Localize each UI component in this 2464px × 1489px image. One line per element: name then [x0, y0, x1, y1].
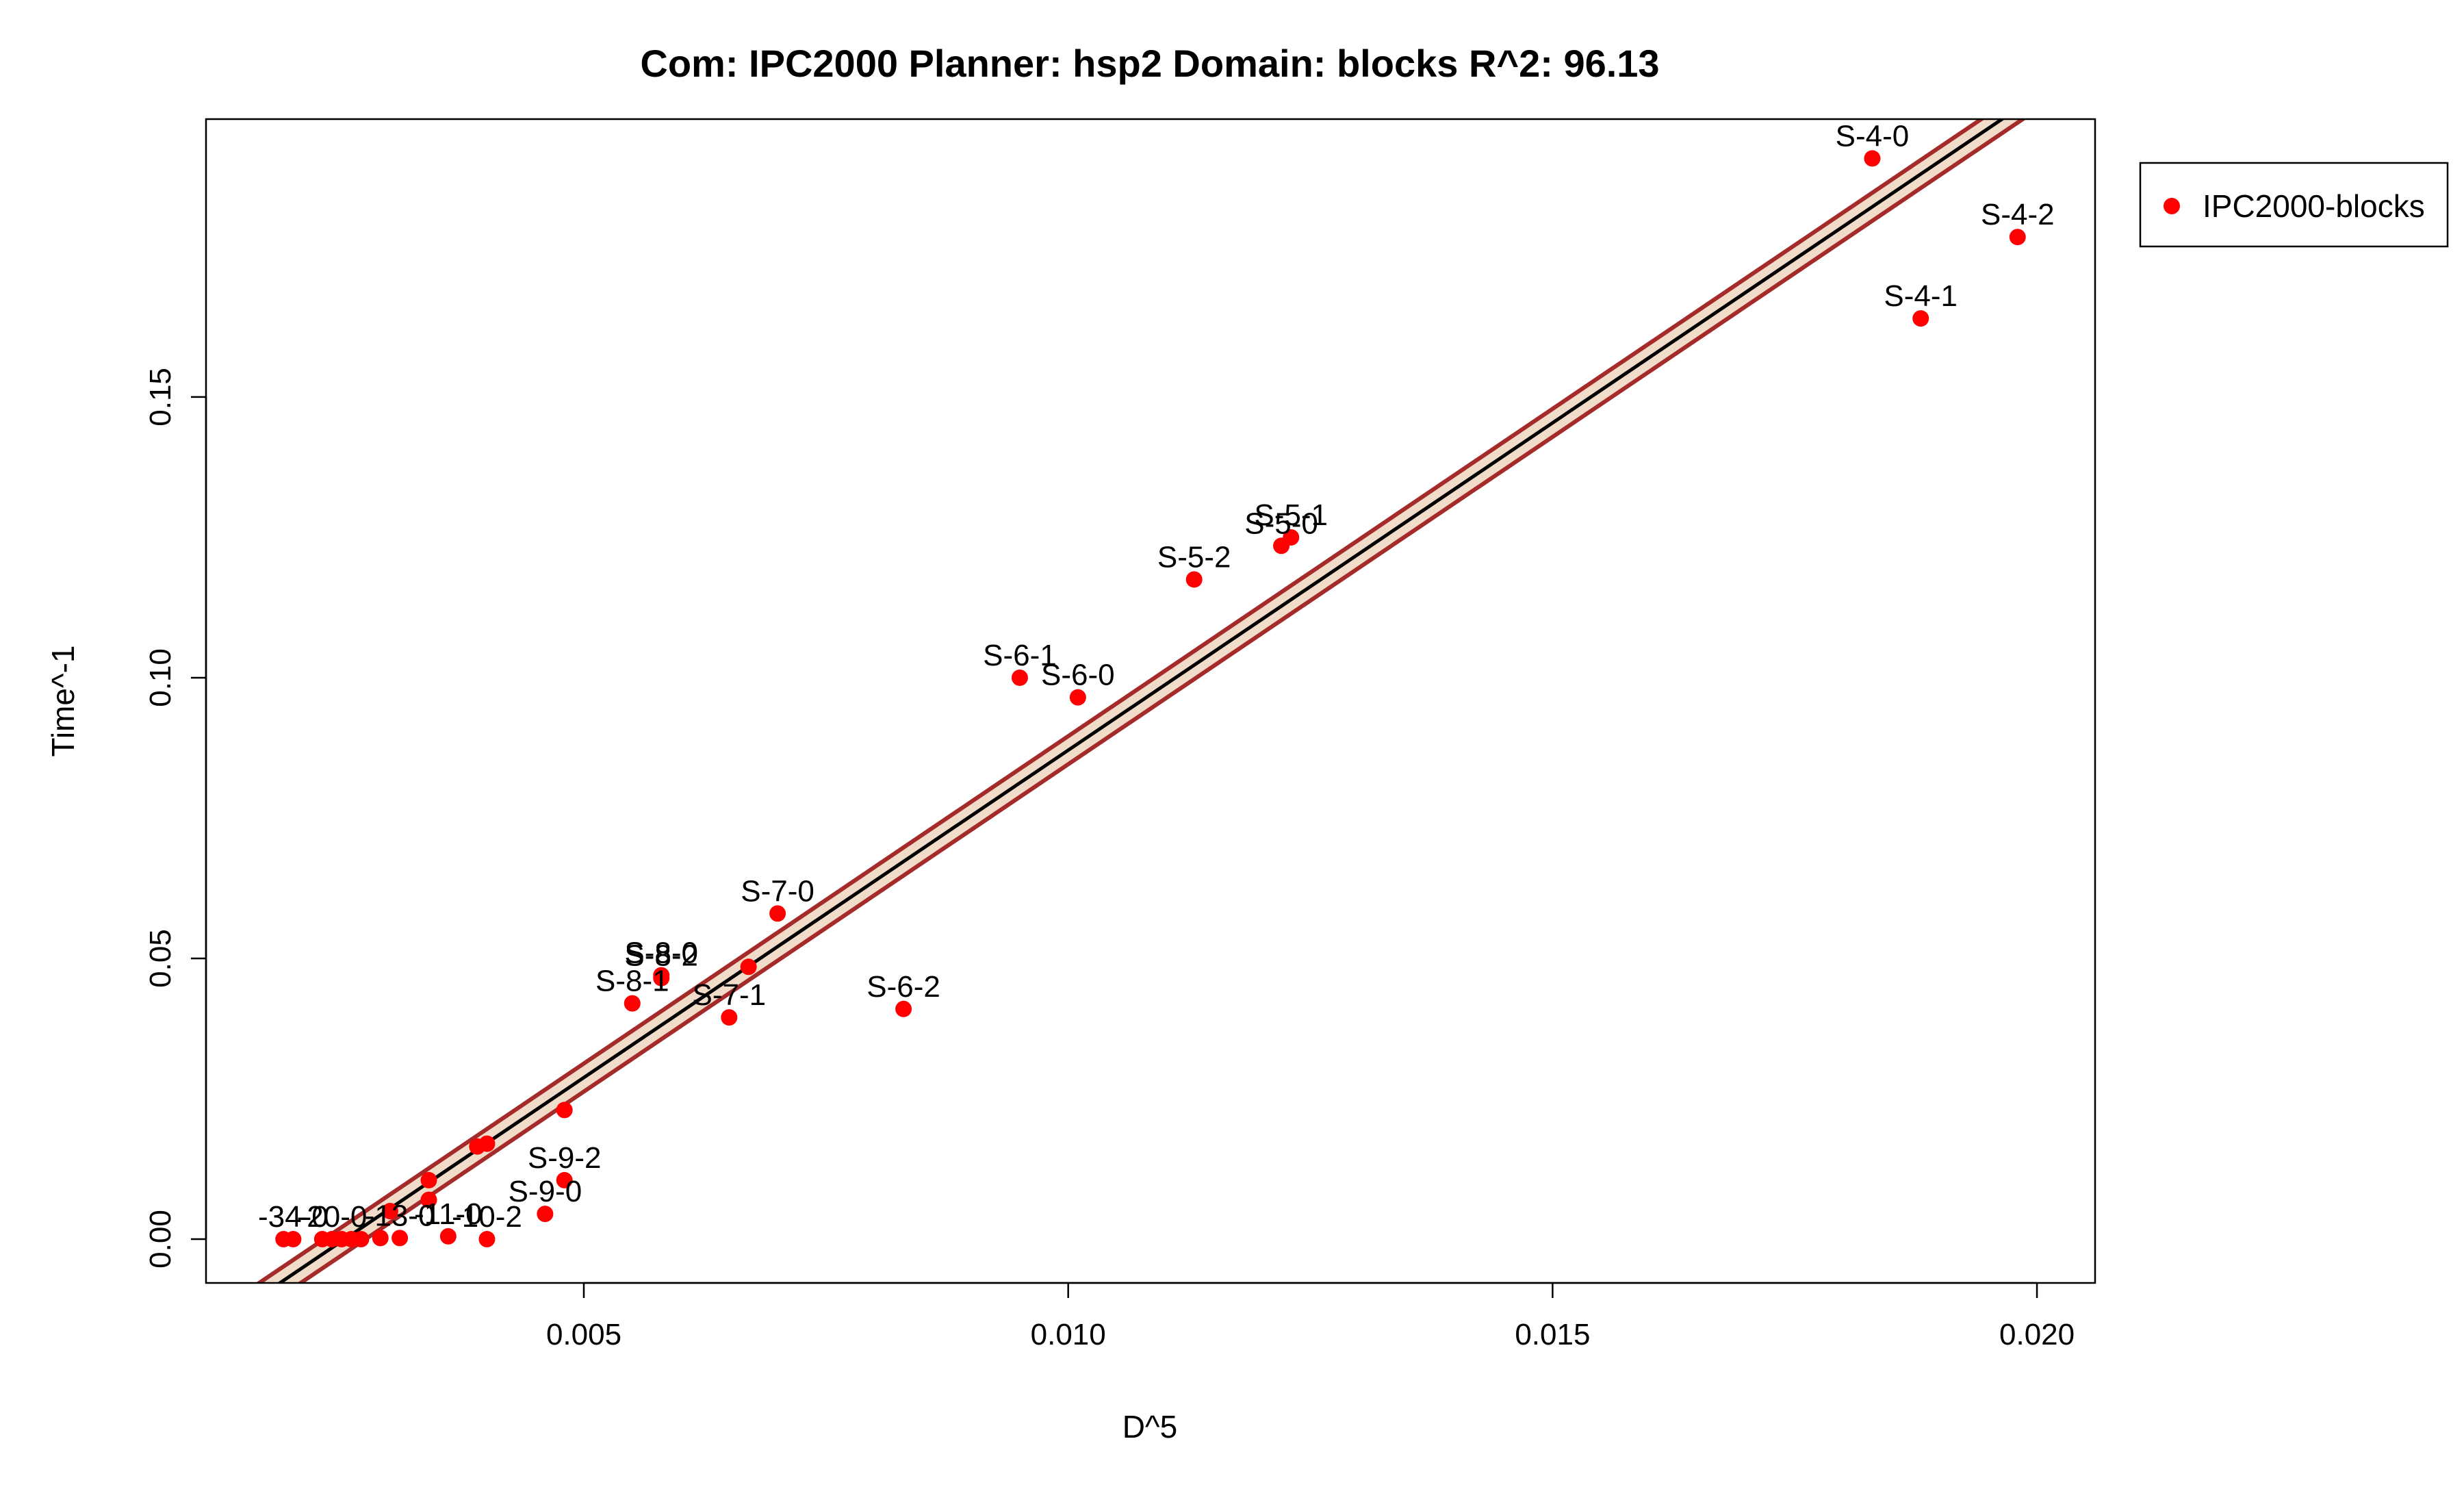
x-tick-label: 0.010 — [1031, 1318, 1106, 1351]
legend-box — [2139, 162, 2449, 248]
point-label: S-8-1 — [595, 965, 669, 998]
point-label: S-4-2 — [1981, 198, 2055, 231]
point-label: S-6-2 — [867, 970, 940, 1004]
y-tick-label: 0.05 — [144, 929, 177, 988]
y-tick-label: 0.15 — [144, 368, 177, 427]
data-point — [653, 969, 670, 987]
data-point — [537, 1206, 554, 1223]
fit-line — [277, 119, 2005, 1283]
regression-line — [277, 119, 2005, 1283]
data-point — [1864, 150, 1881, 167]
point-label: -20-0 — [297, 1200, 368, 1234]
point-label: S-5-0 — [1244, 507, 1318, 540]
data-points — [275, 150, 2026, 1248]
x-axis: 0.005 0.010 0.015 0.020 — [546, 1282, 2075, 1351]
y-tick-label: 0.10 — [144, 648, 177, 707]
point-labels: S-4-0 S-4-2 S-4-1 S-5-1S-5-0 S-5-2 S-6-1S-6-0… — [258, 119, 2055, 1234]
x-axis-label: D^5 — [1122, 1409, 1177, 1445]
legend-entry: IPC2000-blocks — [2203, 188, 2425, 224]
data-point — [1069, 689, 1086, 706]
point-label: S-6-0 — [1041, 659, 1115, 692]
data-point — [1185, 571, 1203, 588]
data-point — [275, 1231, 292, 1248]
data-point — [1011, 669, 1028, 686]
legend-marker — [2164, 198, 2180, 214]
point-label: S-6-1 — [983, 639, 1057, 672]
data-point — [469, 1138, 486, 1155]
point-label: -34-0 — [258, 1200, 329, 1234]
x-tick-label: 0.015 — [1515, 1318, 1590, 1351]
point-label: S-8-0 — [624, 937, 698, 970]
data-point — [1273, 537, 1290, 555]
data-point — [740, 958, 757, 976]
point-label: S-8-2 — [624, 939, 698, 973]
band-upper — [255, 119, 1986, 1283]
data-point — [895, 1000, 912, 1017]
data-point — [1912, 310, 1929, 327]
point-label: S-7-1 — [693, 978, 767, 1012]
data-point — [721, 1009, 738, 1026]
data-point — [439, 1227, 457, 1245]
point-label: S-4-0 — [1836, 119, 1910, 153]
data-point — [2009, 229, 2026, 246]
chart-title: Com: IPC2000 Planner: hsp2 Domain: block… — [640, 42, 1659, 85]
legend: IPC2000-blocks — [2139, 162, 2449, 248]
band-lower — [297, 119, 2027, 1283]
data-point — [556, 1102, 573, 1119]
data-point — [372, 1230, 389, 1247]
data-point — [381, 1203, 398, 1220]
point-label: S-5-1 — [1254, 498, 1328, 532]
point-label: S-4-1 — [1884, 279, 1958, 313]
x-tick-label: 0.020 — [1999, 1318, 2075, 1351]
point-label: S-9-2 — [528, 1141, 602, 1175]
data-point — [420, 1171, 437, 1188]
data-point — [392, 1230, 409, 1247]
y-axis-label: Time^-1 — [45, 646, 81, 757]
y-tick-label: 0.00 — [144, 1210, 177, 1269]
point-label: S-9-0 — [509, 1175, 582, 1208]
data-point — [313, 1231, 331, 1248]
point-label: S-5-2 — [1157, 540, 1231, 574]
data-point — [420, 1191, 437, 1208]
data-point — [556, 1171, 573, 1188]
data-point — [769, 905, 786, 922]
x-tick-label: 0.005 — [546, 1318, 621, 1351]
point-label: S-7-0 — [741, 874, 814, 908]
point-label: -11-0 — [414, 1197, 482, 1231]
y-axis: 0.00 0.05 0.10 0.15 — [144, 368, 207, 1269]
data-point — [624, 995, 641, 1012]
data-point — [478, 1231, 496, 1248]
point-label: -13-0 — [365, 1199, 435, 1232]
point-label: -10-2 — [452, 1200, 522, 1234]
